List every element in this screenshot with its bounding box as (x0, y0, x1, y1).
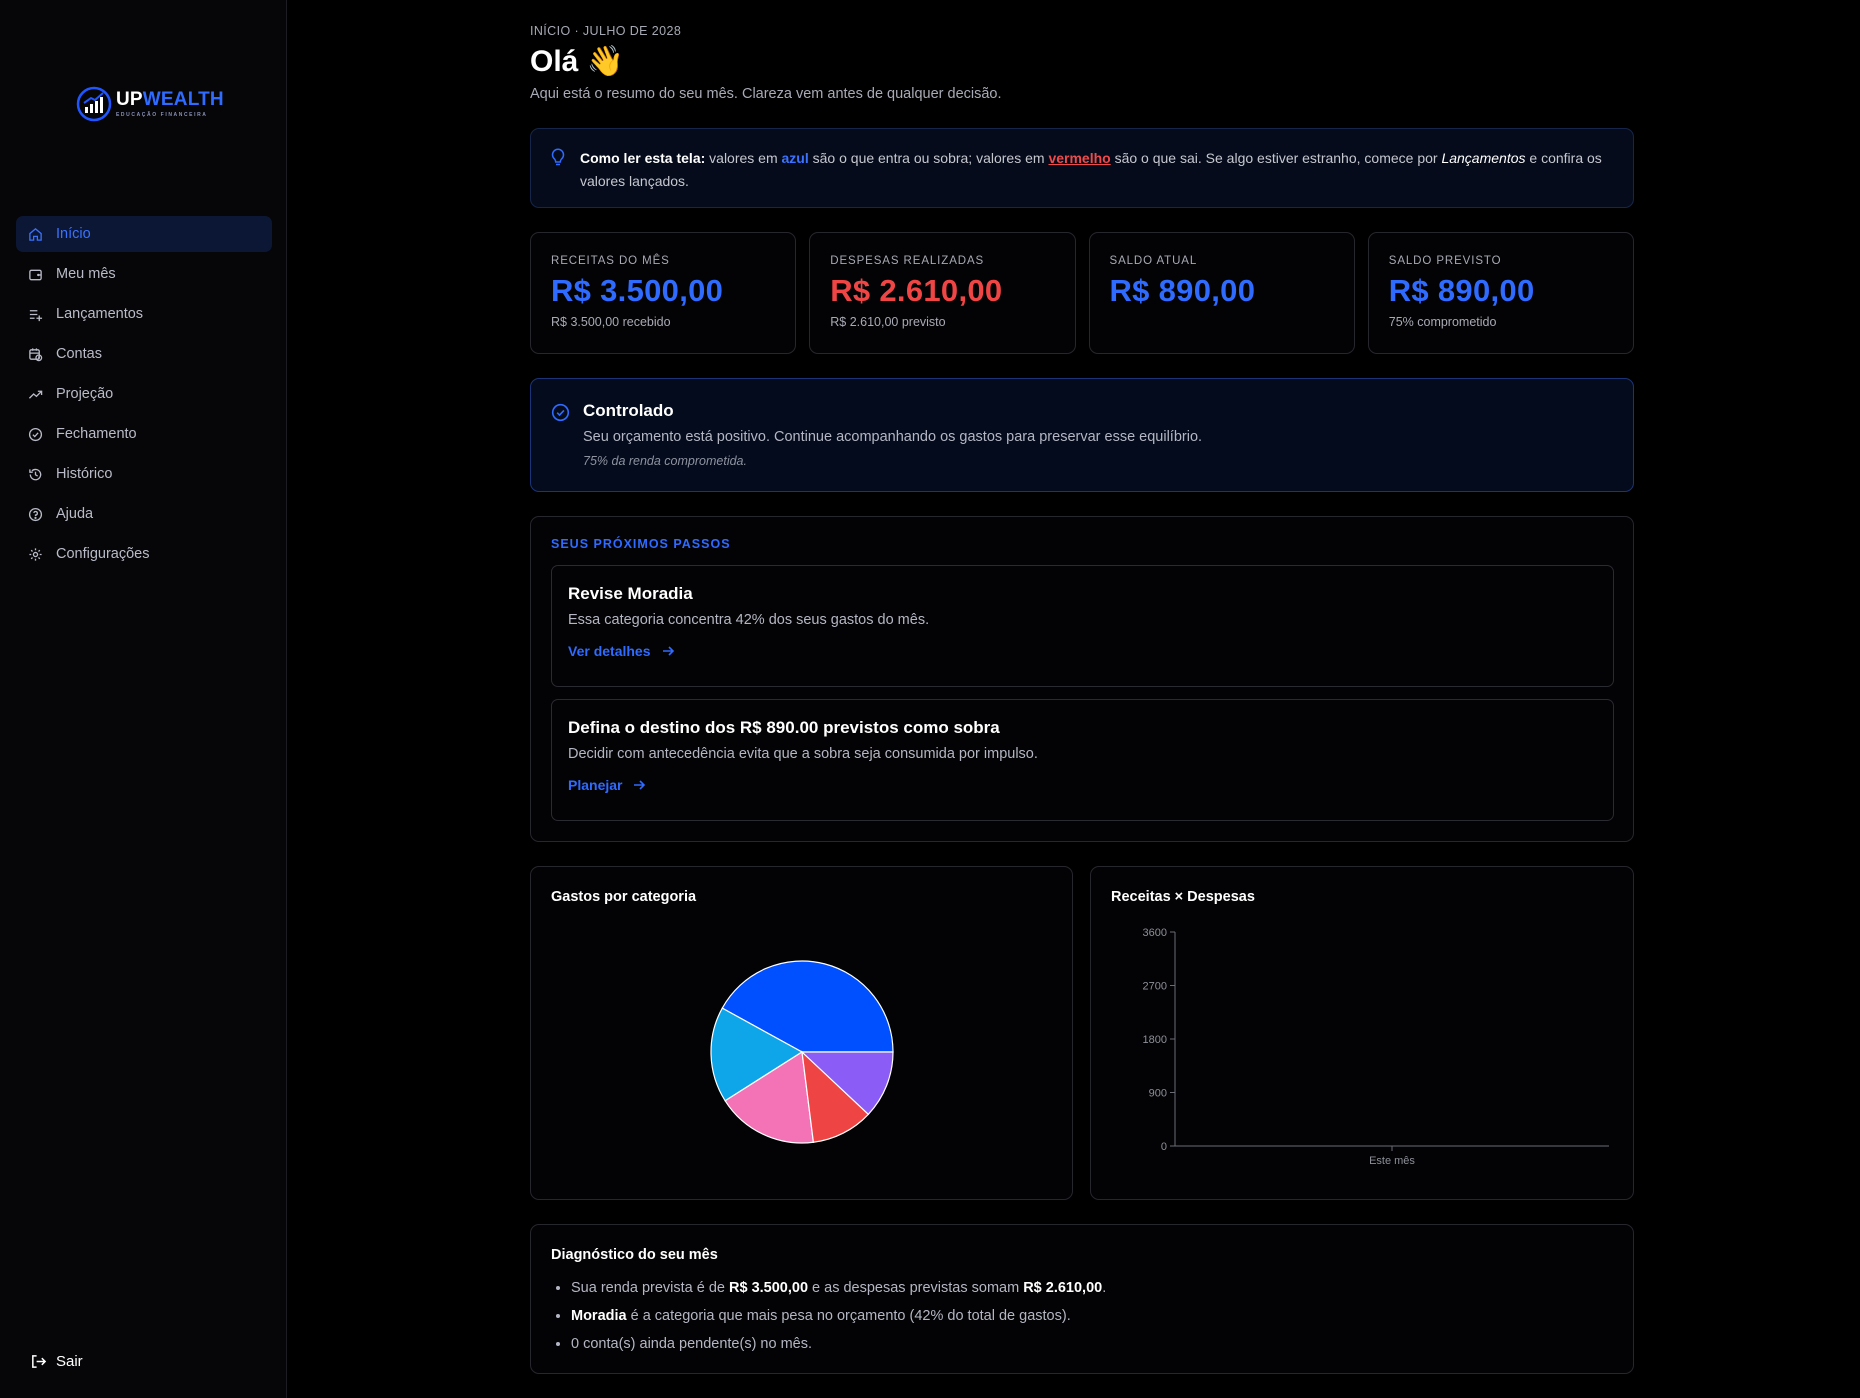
sidebar-item-label: Histórico (56, 466, 113, 482)
sidebar-item-fechamento[interactable]: Fechamento (16, 416, 272, 452)
step-title: Defina o destino dos R$ 890.00 previstos… (568, 718, 1000, 737)
status-note: 75% da renda comprometida. (583, 454, 747, 468)
logout-icon (32, 1355, 47, 1368)
kpi-card-receitas: RECEITAS DO MÊS R$ 3.500,00 R$ 3.500,00 … (530, 232, 797, 354)
check-circle-icon (28, 427, 43, 441)
status-text: Seu orçamento está positivo. Continue ac… (583, 429, 1203, 445)
sidebar-item-label: Início (56, 226, 91, 242)
diagnostic-list: Sua renda prevista é de R$ 3.500,00 e as… (551, 1274, 1613, 1358)
check-circle-icon (551, 403, 570, 422)
page-title: Olá 👋 (530, 45, 625, 78)
kpi-label: DESPESAS REALIZADAS (830, 255, 985, 267)
next-steps-card: SEUS PRÓXIMOS PASSOS Revise Moradia Essa… (530, 516, 1634, 842)
brand-tagline: EDUCAÇÃO FINANCEIRA (116, 112, 208, 118)
sidebar-item-label: Ajuda (56, 506, 94, 522)
expenses-by-category-card: Gastos por categoria (530, 866, 1073, 1200)
kpi-card-saldo-previsto: SALDO PREVISTO R$ 890,00 75% comprometid… (1367, 232, 1634, 354)
gear-icon (29, 547, 42, 561)
kpi-note: 75% comprometido (1388, 315, 1497, 329)
history-icon (29, 468, 42, 480)
chart-title: Gastos por categoria (551, 889, 697, 905)
brand-logo[interactable]: UPWEALTH EDUCAÇÃO FINANCEIRA (76, 84, 224, 124)
next-step-item: Defina o destino dos R$ 890.00 previstos… (551, 699, 1614, 821)
sidebar-item-label: Meu mês (56, 266, 116, 282)
diagnostic-card: Diagnóstico do seu mês Sua renda previst… (530, 1224, 1634, 1374)
home-icon (29, 227, 42, 241)
sidebar-item-historico[interactable]: Histórico (16, 456, 272, 492)
step-text: Decidir com antecedência evita que a sob… (568, 746, 1038, 762)
trending-up-icon (28, 390, 43, 399)
pie-slice[interactable] (800, 1051, 894, 1116)
bar-chart: 0 900 1800 2700 3600 Este mês (1143, 927, 1609, 1167)
sidebar-item-label: Configurações (56, 546, 150, 562)
sidebar-item-label: Lançamentos (56, 306, 144, 322)
step-title: Revise Moradia (568, 584, 693, 603)
sidebar-item-label: Projeção (56, 386, 114, 402)
chart-title: Receitas × Despesas (1111, 889, 1255, 905)
kpi-label: SALDO PREVISTO (1388, 255, 1502, 267)
logo-icon (76, 86, 112, 122)
sidebar-nav: Início Meu mês Lançamentos Contas Projeç… (16, 216, 272, 576)
step-text: Essa categoria concentra 42% dos seus ga… (568, 612, 930, 628)
sidebar-item-projecao[interactable]: Projeção (16, 376, 272, 412)
pie-slice[interactable] (724, 1050, 815, 1144)
kpi-value: R$ 890,00 (1388, 273, 1535, 308)
sidebar-item-configuracoes[interactable]: Configurações (16, 536, 272, 572)
ver-detalhes-link[interactable]: Ver detalhes (568, 643, 675, 659)
pie-chart (710, 960, 894, 1144)
sidebar-item-label: Contas (56, 346, 102, 362)
next-step-item: Revise Moradia Essa categoria concentra … (551, 565, 1614, 687)
sidebar-item-inicio[interactable]: Início (16, 216, 272, 252)
sidebar: UPWEALTH EDUCAÇÃO FINANCEIRA Início Meu … (0, 0, 287, 1398)
pie-slice[interactable] (721, 960, 894, 1053)
list-item: Sua renda prevista é de R$ 3.500,00 e as… (571, 1274, 1613, 1302)
arrow-right-icon (634, 780, 646, 790)
list-item: 0 conta(s) ainda pendente(s) no mês. (571, 1330, 1613, 1358)
logout-button[interactable]: Sair (30, 1353, 83, 1370)
planejar-link[interactable]: Planejar (568, 777, 646, 793)
sidebar-item-label: Fechamento (56, 426, 137, 442)
breadcrumb: INÍCIO · JULHO DE 2028 (530, 24, 682, 38)
reading-tip-banner: Como ler esta tela: valores em azul são … (530, 128, 1634, 208)
kpi-note: R$ 2.610,00 previsto (830, 315, 946, 329)
kpi-card-despesas: DESPESAS REALIZADAS R$ 2.610,00 R$ 2.610… (809, 232, 1076, 354)
kpi-note: R$ 3.500,00 recebido (551, 315, 671, 329)
kpi-card-saldo-atual: SALDO ATUAL R$ 890,00 (1088, 232, 1355, 354)
kpi-value: R$ 2.610,00 (830, 273, 1003, 308)
tip-text: Como ler esta tela: valores em azul são … (580, 150, 1602, 189)
lightbulb-icon (551, 148, 565, 166)
logout-label: Sair (56, 1353, 83, 1370)
kpi-value: R$ 3.500,00 (551, 273, 724, 308)
step-link-label: Planejar (568, 777, 623, 793)
brand-name: UPWEALTH (116, 89, 224, 110)
pie-slice[interactable] (710, 1007, 804, 1102)
step-link-label: Ver detalhes (568, 643, 651, 659)
calendar-clock-icon (29, 347, 43, 361)
sidebar-item-lancamentos[interactable]: Lançamentos (16, 296, 272, 332)
sidebar-item-meu-mes[interactable]: Meu mês (16, 256, 272, 292)
list-plus-icon (29, 309, 43, 321)
diagnostic-title: Diagnóstico do seu mês (551, 1247, 718, 1263)
page-subtitle: Aqui está o resumo do seu mês. Clareza v… (530, 86, 1002, 102)
help-circle-icon (28, 507, 43, 521)
kpi-value: R$ 890,00 (1109, 273, 1256, 308)
sidebar-item-contas[interactable]: Contas (16, 336, 272, 372)
y-tick-label: 3600 (1143, 927, 1167, 939)
kpi-label: SALDO ATUAL (1109, 255, 1198, 267)
kpi-row: RECEITAS DO MÊS R$ 3.500,00 R$ 3.500,00 … (530, 232, 1634, 354)
wallet-icon (29, 269, 42, 280)
status-title: Controlado (583, 401, 674, 420)
kpi-label: RECEITAS DO MÊS (551, 255, 670, 267)
y-tick-label: 900 (1149, 1088, 1167, 1100)
y-tick-label: 1800 (1143, 1034, 1167, 1046)
x-tick-label: Este mês (1369, 1155, 1415, 1167)
sidebar-item-ajuda[interactable]: Ajuda (16, 496, 272, 532)
y-tick-label: 0 (1161, 1141, 1167, 1153)
y-tick-label: 2700 (1143, 981, 1167, 993)
list-item: Moradia é a categoria que mais pesa no o… (571, 1302, 1613, 1330)
income-vs-expenses-card: Receitas × Despesas 0 900 1800 2700 3600 Este… (1090, 866, 1634, 1200)
arrow-right-icon (662, 646, 674, 656)
budget-status-card: Controlado Seu orçamento está positivo. … (530, 378, 1634, 492)
next-steps-heading: SEUS PRÓXIMOS PASSOS (551, 537, 731, 551)
